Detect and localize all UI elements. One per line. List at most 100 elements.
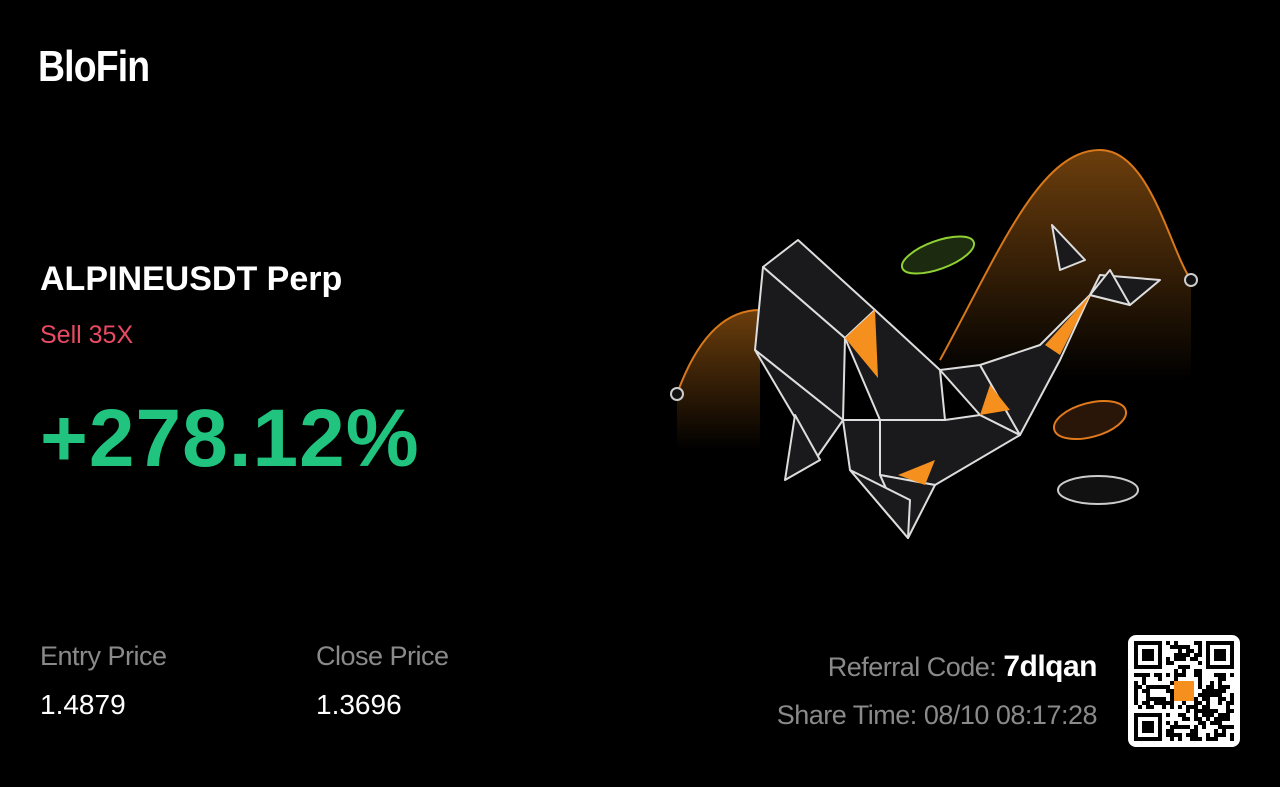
qr-module — [1214, 673, 1218, 677]
qr-module — [1162, 701, 1166, 705]
qr-module — [1194, 657, 1198, 661]
qr-module — [1182, 653, 1186, 657]
qr-module — [1226, 705, 1230, 709]
qr-module — [1198, 737, 1202, 741]
qr-module — [1146, 689, 1150, 693]
qr-module — [1222, 697, 1226, 701]
qr-module — [1186, 725, 1190, 729]
time-value: 08/10 08:17:28 — [923, 700, 1098, 730]
referral-label: Referral Code: — [827, 652, 997, 682]
qr-module — [1206, 713, 1210, 717]
qr-module — [1138, 705, 1142, 709]
qr-module — [1150, 705, 1154, 709]
qr-module — [1146, 673, 1150, 677]
qr-module — [1186, 645, 1190, 649]
qr-module — [1218, 673, 1222, 677]
qr-module — [1206, 705, 1210, 709]
qr-module — [1134, 673, 1138, 677]
qr-module — [1134, 685, 1138, 689]
qr-module — [1186, 705, 1190, 709]
qr-module — [1218, 693, 1222, 697]
qr-module — [1166, 685, 1170, 689]
qr-module — [1202, 693, 1206, 697]
logo: BloFin — [38, 42, 150, 91]
qr-module — [1198, 645, 1202, 649]
qr-module — [1194, 701, 1198, 705]
qr-module — [1142, 681, 1146, 685]
share-time: Share Time: 08/10 08:17:28 — [777, 700, 1098, 731]
qr-module — [1194, 737, 1198, 741]
glow — [677, 310, 760, 450]
qr-module — [1218, 725, 1222, 729]
qr-module — [1186, 717, 1190, 721]
qr-module — [1226, 725, 1230, 729]
qr-module — [1158, 697, 1162, 701]
qr-module — [1198, 717, 1202, 721]
qr-module — [1166, 657, 1170, 661]
qr-module — [1162, 705, 1166, 709]
qr-module — [1202, 689, 1206, 693]
qr-module — [1138, 685, 1142, 689]
qr-module — [1218, 733, 1222, 737]
close-value: 1.3696 — [316, 689, 402, 720]
qr-module — [1206, 685, 1210, 689]
qr-module — [1166, 733, 1170, 737]
qr-module — [1218, 713, 1222, 717]
qr-module — [1158, 685, 1162, 689]
qr-module — [1226, 713, 1230, 717]
qr-module — [1230, 737, 1234, 741]
qr-module — [1174, 653, 1178, 657]
qr-module — [1166, 673, 1170, 677]
qr-module — [1182, 725, 1186, 729]
qr-module — [1190, 737, 1194, 741]
qr-module — [1166, 701, 1170, 705]
qr-module — [1198, 709, 1202, 713]
qr-module — [1226, 709, 1230, 713]
qr-module — [1182, 669, 1186, 673]
qr-module — [1186, 649, 1190, 653]
qr-module — [1194, 697, 1198, 701]
qr-module — [1194, 705, 1198, 709]
qr-module — [1226, 685, 1230, 689]
qr-module — [1214, 729, 1218, 733]
qr-module — [1170, 681, 1174, 685]
qr-module — [1194, 653, 1198, 657]
side: Sell 35X — [40, 321, 134, 349]
dot — [1184, 273, 1198, 287]
qr-module — [1198, 701, 1202, 705]
coin — [900, 235, 976, 275]
qr-module — [1170, 737, 1174, 741]
dot — [670, 387, 684, 401]
qr-module — [1178, 725, 1182, 729]
qr-module — [1146, 685, 1150, 689]
qr-module — [1178, 653, 1182, 657]
qr-module — [1198, 685, 1202, 689]
qr-module — [1170, 661, 1174, 665]
qr-module — [1150, 685, 1154, 689]
qr-module — [1162, 697, 1166, 701]
qr-module — [1166, 713, 1170, 717]
qr-module — [1194, 713, 1198, 717]
qr-module — [1178, 673, 1182, 677]
qr-module — [1230, 697, 1234, 701]
qr-module — [1178, 665, 1182, 669]
qr-module — [1214, 733, 1218, 737]
qr-module — [1222, 685, 1226, 689]
qr-module — [1174, 725, 1178, 729]
qr-module — [1218, 697, 1222, 701]
pnl: +278.12% — [40, 393, 420, 484]
qr-module — [1170, 693, 1174, 697]
qr-module — [1182, 657, 1186, 661]
qr-module — [1182, 645, 1186, 649]
qr-module — [1178, 645, 1182, 649]
qr-module — [1198, 649, 1202, 653]
qr-module — [1134, 693, 1138, 697]
qr-module — [1218, 717, 1222, 721]
qr-module — [1214, 689, 1218, 693]
qr-module — [1166, 729, 1170, 733]
qr-module — [1218, 685, 1222, 689]
qr-module — [1198, 653, 1202, 657]
qr-module — [1222, 725, 1226, 729]
curve — [939, 148, 1192, 361]
